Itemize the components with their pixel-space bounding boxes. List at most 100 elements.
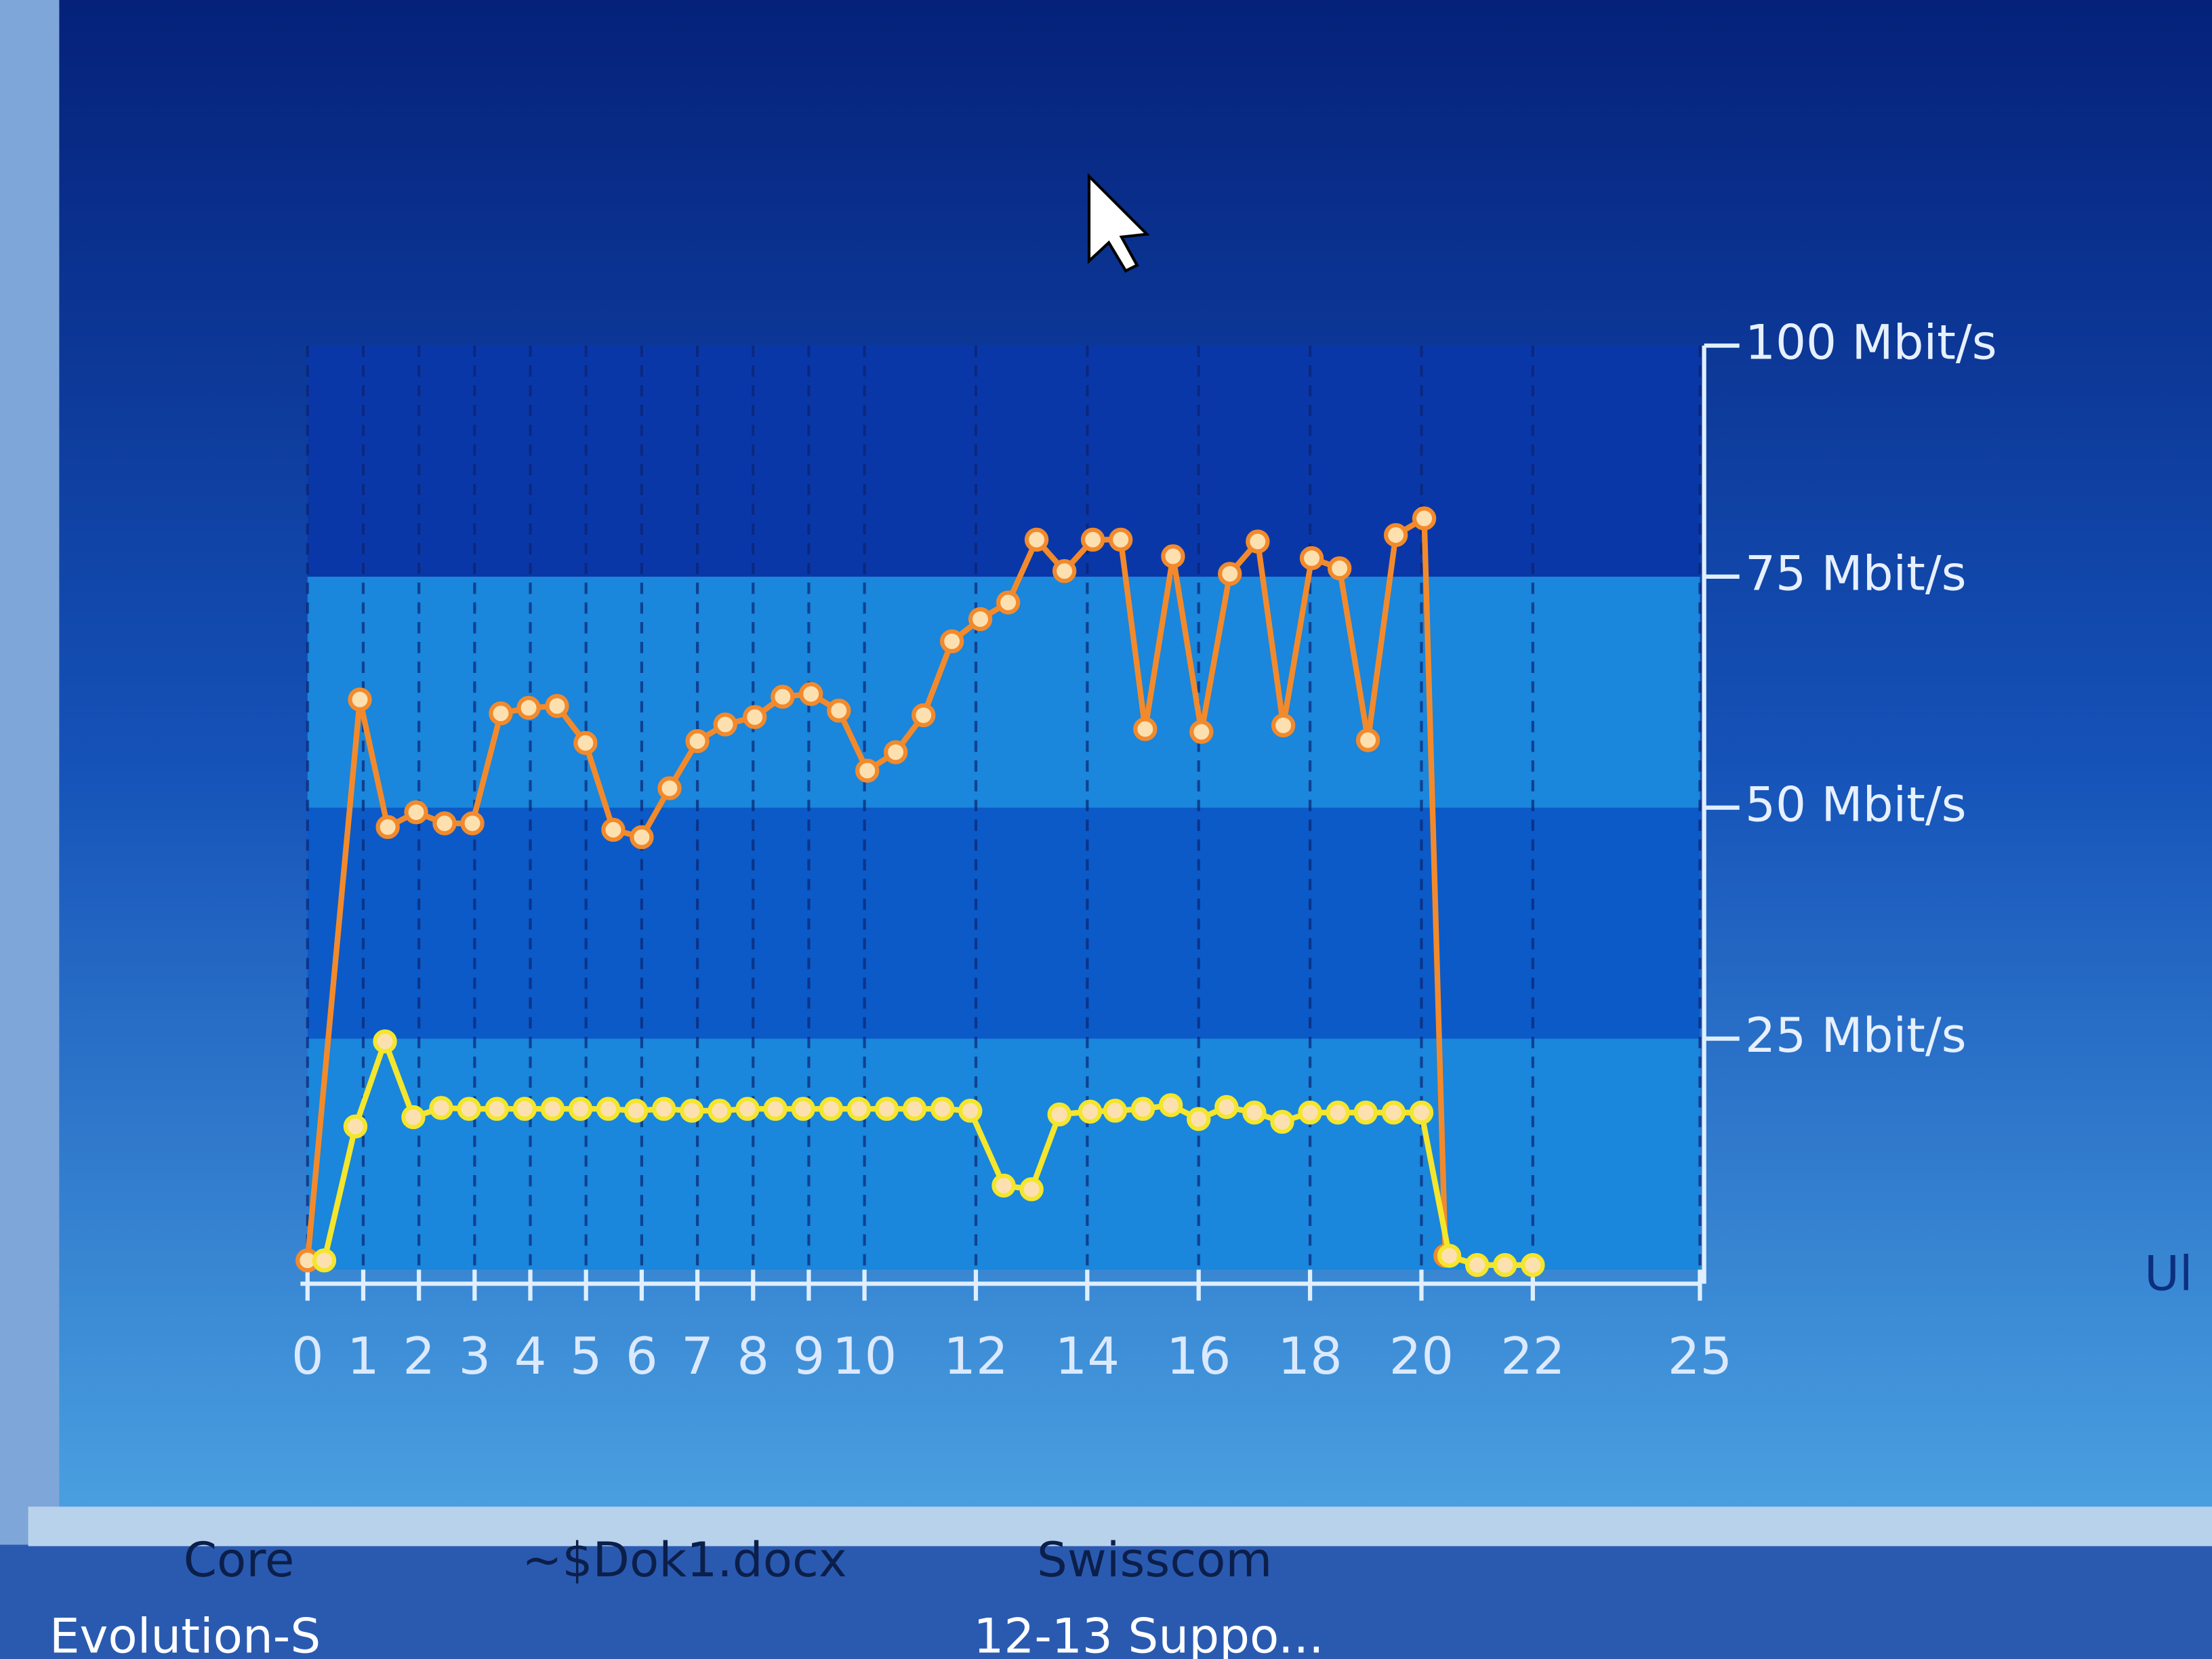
data-point <box>743 705 767 729</box>
x-tick-label: 18 <box>1277 1326 1342 1386</box>
data-point <box>489 701 513 726</box>
window-left-frame <box>0 0 60 1545</box>
data-point <box>1103 1099 1128 1123</box>
data-point <box>343 1114 368 1139</box>
data-point <box>930 1097 955 1121</box>
data-point <box>912 703 936 728</box>
x-tick-label: 16 <box>1166 1326 1231 1386</box>
data-point <box>874 1097 899 1121</box>
data-point <box>1270 1109 1294 1134</box>
side-label: Ul <box>2144 1245 2192 1301</box>
data-point <box>1299 546 1324 571</box>
x-tick-label: 1 <box>347 1326 380 1386</box>
data-point <box>516 695 541 720</box>
data-point <box>827 698 851 723</box>
data-point <box>1052 558 1077 583</box>
data-point <box>460 811 485 836</box>
data-point <box>601 817 626 842</box>
x-tick-label: 3 <box>459 1326 491 1386</box>
data-point <box>902 1097 927 1121</box>
data-point <box>991 1173 1016 1198</box>
data-point <box>713 712 737 737</box>
data-point <box>1409 1100 1434 1125</box>
data-point <box>348 687 372 712</box>
data-point <box>680 1099 704 1123</box>
plot-band <box>307 807 1700 1039</box>
data-point <box>1327 556 1352 581</box>
x-tick-label: 14 <box>1055 1326 1120 1386</box>
data-point <box>432 811 457 836</box>
data-point <box>1130 1097 1155 1121</box>
data-point <box>1158 1093 1183 1118</box>
data-point <box>657 776 682 800</box>
data-point <box>1019 1177 1044 1202</box>
data-point <box>1353 1100 1378 1125</box>
data-point <box>1108 527 1133 552</box>
data-point <box>1242 1100 1267 1125</box>
data-point <box>1024 527 1049 552</box>
plot-band <box>307 1038 1700 1270</box>
data-point <box>819 1097 844 1121</box>
data-point <box>1493 1252 1517 1277</box>
x-tick-label: 9 <box>793 1326 825 1386</box>
data-point <box>1271 713 1296 738</box>
x-tick-label: 22 <box>1500 1326 1565 1386</box>
desktop-label[interactable]: 12-13 Suppo... <box>973 1607 1324 1659</box>
x-tick-label: 20 <box>1389 1326 1454 1386</box>
data-point <box>791 1097 815 1121</box>
data-point <box>799 682 823 706</box>
x-tick-label: 4 <box>514 1326 547 1386</box>
y-tick-label: 50 Mbit/s <box>1745 776 1967 832</box>
x-tick-label: 10 <box>832 1326 897 1386</box>
data-point <box>652 1097 676 1121</box>
x-tick-label: 6 <box>626 1326 658 1386</box>
data-point <box>457 1097 481 1121</box>
data-point <box>771 684 795 709</box>
data-point <box>568 1097 593 1121</box>
data-point <box>401 1105 426 1130</box>
data-point <box>735 1097 760 1121</box>
desktop-label[interactable]: Evolution-S <box>49 1607 321 1659</box>
data-point <box>429 1096 453 1120</box>
x-tick-label: 0 <box>291 1326 324 1386</box>
data-point <box>485 1097 509 1121</box>
data-point <box>763 1097 787 1121</box>
y-tick-label: 100 Mbit/s <box>1745 314 1997 371</box>
desktop-label[interactable]: ~$Dok1.docx <box>522 1532 847 1588</box>
data-point <box>312 1248 337 1273</box>
x-tick-label: 12 <box>943 1326 1008 1386</box>
data-point <box>1355 728 1380 752</box>
x-tick-label: 5 <box>570 1326 602 1386</box>
data-point <box>1465 1252 1490 1277</box>
data-point <box>1383 523 1408 548</box>
data-point <box>545 694 569 718</box>
x-tick-label: 8 <box>737 1326 769 1386</box>
data-point <box>1047 1102 1071 1127</box>
desktop-label[interactable]: Swisscom <box>1037 1532 1272 1588</box>
data-point <box>708 1099 732 1123</box>
data-point <box>1189 720 1214 744</box>
data-point <box>846 1097 872 1121</box>
x-tick-label: 25 <box>1668 1326 1732 1386</box>
data-point <box>623 1099 649 1123</box>
data-point <box>996 590 1021 615</box>
data-point <box>540 1097 565 1121</box>
data-point <box>1412 506 1437 531</box>
data-point <box>573 731 598 755</box>
cursor <box>1087 173 1150 273</box>
data-point <box>1381 1100 1406 1125</box>
data-point <box>1161 544 1185 569</box>
data-point <box>1521 1252 1545 1277</box>
data-point <box>373 1029 397 1054</box>
desktop-label[interactable]: Core <box>184 1532 295 1588</box>
data-point <box>939 629 964 654</box>
data-point <box>968 607 993 632</box>
data-point <box>1187 1107 1211 1131</box>
data-point <box>404 800 428 825</box>
data-point <box>512 1097 537 1121</box>
y-tick-label: 25 Mbit/s <box>1745 1007 1967 1063</box>
data-point <box>1078 1099 1103 1124</box>
